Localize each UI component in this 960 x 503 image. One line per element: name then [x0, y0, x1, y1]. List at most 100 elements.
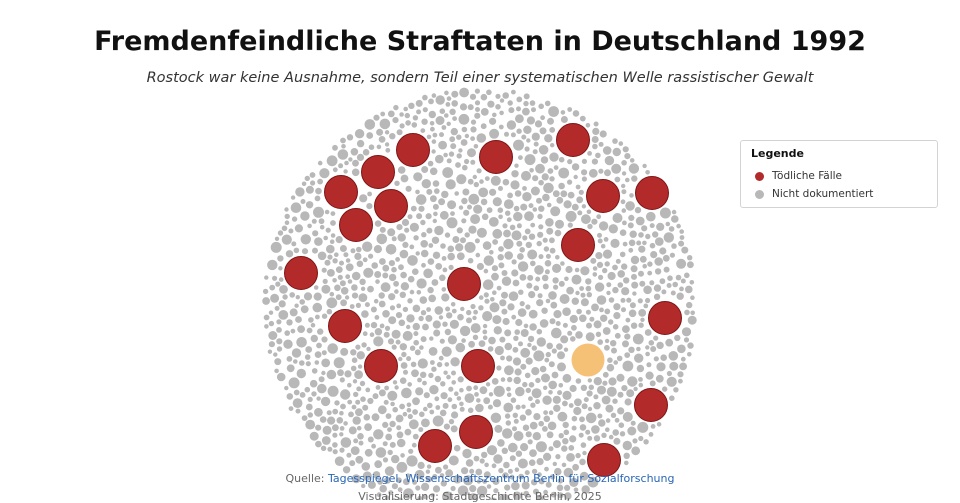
bubble-undocumented — [403, 307, 408, 312]
bubble-undocumented — [321, 359, 330, 368]
bubble-undocumented — [371, 444, 376, 449]
bubble-undocumented — [466, 317, 472, 323]
bubble-undocumented — [482, 311, 492, 321]
bubble-undocumented — [650, 346, 656, 352]
bubble-undocumented — [318, 252, 327, 261]
bubble-undocumented — [355, 400, 360, 405]
bubble-undocumented — [636, 347, 641, 352]
bubble-undocumented — [328, 386, 339, 397]
bubble-undocumented — [637, 422, 648, 433]
bubble-undocumented — [562, 401, 568, 407]
bubble-undocumented — [412, 409, 418, 415]
bubble-undocumented — [515, 368, 522, 375]
bubble-undocumented — [267, 260, 277, 270]
bubble-undocumented — [621, 263, 627, 269]
bubble-undocumented — [566, 211, 577, 222]
bubble-undocumented — [550, 206, 560, 216]
bubble-undocumented — [589, 385, 594, 390]
bubble-undocumented — [483, 279, 494, 290]
bubble-undocumented — [340, 280, 346, 286]
bubble-undocumented — [441, 293, 449, 301]
bubble-undocumented — [355, 345, 360, 350]
bubble-undocumented — [640, 318, 644, 322]
bubble-undocumented — [616, 259, 621, 264]
bubble-undocumented — [271, 242, 282, 253]
bubble-undocumented — [535, 164, 545, 174]
bubble-undocumented — [337, 417, 344, 424]
bubble-undocumented — [596, 332, 601, 337]
bubble-undocumented — [442, 125, 447, 130]
bubble-undocumented — [377, 234, 388, 245]
bubble-undocumented — [513, 413, 518, 418]
bubble-undocumented — [553, 440, 561, 448]
bubble-fatal — [329, 310, 362, 343]
bubble-undocumented — [554, 165, 559, 170]
bubble-undocumented — [391, 455, 399, 463]
bubble-undocumented — [450, 211, 455, 216]
bubble-undocumented — [586, 323, 592, 329]
bubble-undocumented — [604, 237, 609, 242]
bubble-undocumented — [638, 246, 645, 253]
bubble-undocumented — [406, 356, 411, 361]
bubble-undocumented — [278, 310, 288, 320]
bubble-undocumented — [339, 261, 344, 266]
bubble-undocumented — [462, 189, 469, 196]
bubble-undocumented — [543, 410, 548, 415]
bubble-undocumented — [671, 243, 677, 249]
bubble-undocumented — [536, 198, 542, 204]
bubble-undocumented — [322, 268, 327, 273]
bubble-undocumented — [401, 175, 409, 183]
bubble-undocumented — [587, 436, 592, 441]
bubble-undocumented — [306, 361, 311, 366]
bubble-undocumented — [518, 341, 523, 346]
bubble-undocumented — [634, 354, 643, 363]
bubble-undocumented — [526, 431, 532, 437]
source-link[interactable]: Tagesspiegel, Wissenschaftszentrum Berli… — [328, 472, 675, 485]
bubble-undocumented — [656, 342, 663, 349]
bubble-undocumented — [430, 127, 435, 132]
bubble-undocumented — [283, 340, 292, 349]
bubble-undocumented — [642, 241, 647, 246]
bubble-undocumented — [505, 413, 510, 418]
bubble-undocumented — [456, 174, 466, 184]
bubble-undocumented — [481, 123, 487, 129]
bubble-undocumented — [518, 459, 528, 469]
bubble-undocumented — [268, 331, 277, 340]
bubble-undocumented — [502, 277, 511, 286]
bubble-undocumented — [319, 168, 329, 178]
bubble-undocumented — [631, 446, 640, 455]
bubble-undocumented — [517, 253, 524, 260]
bubble-undocumented — [531, 367, 539, 375]
bubble-undocumented — [321, 371, 325, 375]
bubble-undocumented — [669, 226, 675, 232]
bubble-undocumented — [423, 269, 433, 279]
bubble-undocumented — [385, 148, 390, 153]
bubble-undocumented — [396, 425, 401, 430]
bubble-undocumented — [351, 248, 356, 253]
bubble-undocumented — [437, 362, 442, 367]
bubble-undocumented — [413, 235, 418, 240]
bubble-undocumented — [520, 348, 530, 358]
bubble-undocumented — [525, 304, 530, 309]
bubble-undocumented — [473, 385, 478, 390]
bubble-undocumented — [446, 312, 452, 318]
bubble-undocumented — [598, 419, 605, 426]
bubble-undocumented — [526, 138, 530, 142]
bubble-undocumented — [305, 354, 311, 360]
bubble-undocumented — [484, 463, 489, 468]
legend-title: Legende — [751, 147, 927, 160]
bubble-undocumented — [440, 243, 446, 249]
bubble-undocumented — [492, 315, 501, 324]
bubble-undocumented — [581, 298, 589, 306]
bubble-undocumented — [336, 266, 343, 273]
bubble-undocumented — [545, 101, 551, 107]
bubble-undocumented — [294, 304, 298, 308]
bubble-undocumented — [638, 436, 643, 441]
bubble-undocumented — [300, 211, 309, 220]
bubble-undocumented — [386, 244, 397, 255]
bubble-undocumented — [308, 412, 313, 417]
bubble-undocumented — [445, 307, 450, 312]
bubble-undocumented — [426, 307, 431, 312]
bubble-undocumented — [599, 142, 604, 147]
bubble-undocumented — [363, 257, 368, 262]
